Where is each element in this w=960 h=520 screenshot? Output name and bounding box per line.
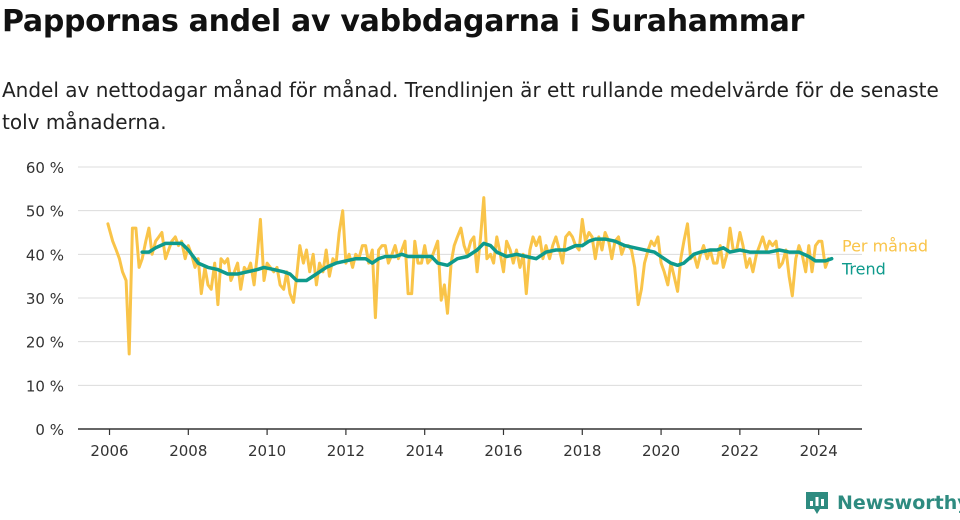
x-tick-label: 2006 [90, 442, 128, 460]
x-tick-label: 2024 [800, 442, 838, 460]
newsworthy-brand: Newsworthy [804, 488, 960, 518]
series-label-per-manad: Per månad [842, 237, 928, 256]
x-tick-label: 2010 [248, 442, 286, 460]
y-tick-label: 40 % [26, 246, 64, 264]
brand-name: Newsworthy [837, 492, 960, 514]
y-tick-label: 60 % [26, 159, 64, 177]
series-line-trend [140, 237, 834, 283]
y-axis-tick-labels: 0 % 10 % 20 % 30 % 40 % 50 % 60 % [26, 159, 64, 439]
x-tick-label: 2016 [484, 442, 522, 460]
newsworthy-logo-icon [806, 492, 828, 514]
chart-subtitle: Andel av nettodagar månad för månad. Tre… [2, 78, 939, 134]
grid-lines [78, 166, 862, 386]
y-tick-label: 50 % [26, 203, 64, 221]
x-tick-label: 2020 [642, 442, 680, 460]
chart-title: Pappornas andel av vabbdagarna i Suraham… [2, 4, 805, 39]
y-tick-label: 30 % [26, 290, 64, 308]
x-tick-label: 2014 [406, 442, 444, 460]
x-tick-label: 2012 [327, 442, 365, 460]
series-line-per-manad [106, 196, 830, 356]
series-label-trend: Trend [841, 260, 886, 279]
y-tick-label: 10 % [26, 377, 64, 395]
series-labels: Per månad Trend [841, 237, 928, 279]
x-tick-label: 2018 [563, 442, 601, 460]
x-axis: 2006 2008 2010 2012 2014 2016 2018 2020 2022 2024 [78, 428, 862, 460]
x-tick-label: 2008 [169, 442, 207, 460]
y-tick-label: 20 % [26, 334, 64, 352]
y-tick-label: 0 % [35, 421, 64, 439]
series-lines [106, 196, 834, 356]
x-tick-label: 2022 [721, 442, 759, 460]
